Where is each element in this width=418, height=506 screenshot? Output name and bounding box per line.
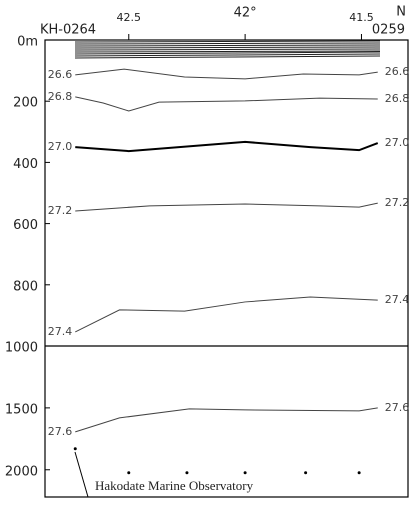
contour-line [75, 96, 378, 112]
annotation-leader [74, 451, 89, 498]
bottom-point [243, 471, 247, 475]
y-tick-label: 200 [13, 96, 38, 111]
x-tick-label: 42° [234, 6, 257, 21]
bottom-point [185, 471, 189, 475]
station-label: KH-0264 [40, 23, 96, 38]
annotation: Hakodate Marine Observatory [95, 478, 254, 493]
contour-line [75, 407, 378, 433]
bottom-point [73, 447, 77, 451]
contour-line [75, 296, 378, 333]
bottom-point [127, 471, 131, 475]
contour-line [75, 68, 378, 80]
contour-label: 26.8 [385, 92, 410, 105]
station-label: 0259 [372, 23, 405, 38]
y-tick-label: 800 [13, 279, 38, 294]
x-axis-label: N [396, 5, 406, 20]
contour-label: 26.6 [385, 65, 410, 78]
contour-line [75, 140, 379, 153]
bottom-point [357, 471, 361, 475]
contour-label: 26.6 [48, 68, 73, 81]
x-tick-label: 41.5 [349, 11, 374, 24]
contour-label: 26.8 [48, 90, 73, 103]
y-tick-label: 2000 [5, 464, 38, 479]
surface-contours [74, 40, 381, 59]
plot-frame [44, 39, 409, 498]
y-tick-label: 0m [17, 35, 38, 50]
contour-label: 27.2 [385, 196, 410, 209]
contour-label: 27.0 [48, 140, 73, 153]
y-tick-label: 1500 [5, 402, 38, 417]
contour-line [75, 202, 378, 212]
contour-label: 27.0 [385, 136, 410, 149]
contour-label: 27.4 [48, 325, 73, 338]
contour-label: 27.6 [385, 401, 410, 414]
contour-label: 27.6 [48, 425, 73, 438]
bottom-point [304, 471, 308, 475]
contour-label: 27.2 [48, 204, 73, 217]
y-tick-label: 600 [13, 218, 38, 233]
y-tick-label: 1000 [5, 341, 38, 356]
y-tick-label: 400 [13, 157, 38, 172]
x-tick-label: 42.5 [117, 11, 142, 24]
contour-label: 27.4 [385, 293, 410, 306]
